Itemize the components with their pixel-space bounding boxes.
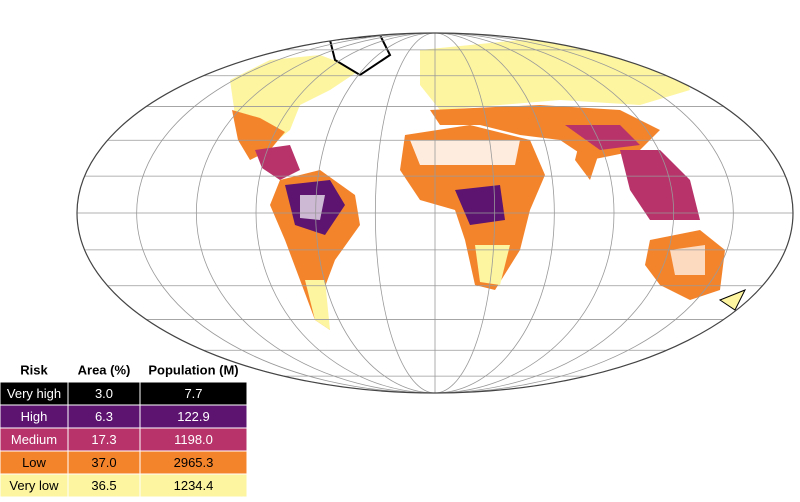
table-cell-text: 36.5 [91,478,116,493]
table-cell-text: Very low [9,478,59,493]
table-cell-text: 6.3 [95,409,113,424]
southeast-asia [620,150,700,220]
india [575,140,600,180]
australia-interior [670,245,705,275]
table-cell-text: 37.0 [91,455,116,470]
legend-table: Risk Area (%) Population (M) Very high 3.0 7.… [0,362,248,498]
table-header: Area (%) [78,362,131,377]
table-cell-text: 1234.4 [174,478,214,493]
new-zealand [718,289,747,311]
table-cell-text: Medium [11,432,57,447]
table-cell-text: 2965.3 [174,455,214,470]
sahara [410,140,520,165]
table-cell-text: 3.0 [95,386,113,401]
patagonia [305,280,330,330]
north-america-south [232,110,285,160]
south-asia-dense [565,125,640,150]
graticule [77,33,793,393]
table-header: Population (M) [148,362,238,377]
table-cell-text: Very high [7,386,61,401]
amazon-gap [300,195,325,220]
table-cell-text: Low [22,455,46,470]
globe-outline [76,32,794,394]
table-header: Risk [20,362,48,377]
table-cell-text: 17.3 [91,432,116,447]
table-cell-text: 1198.0 [174,432,213,447]
central-america [255,145,300,180]
congo [455,185,505,225]
table-cell-text: 122.9 [177,409,210,424]
table-cell-text: 7.7 [184,386,202,401]
table-cell-text: High [21,409,48,424]
